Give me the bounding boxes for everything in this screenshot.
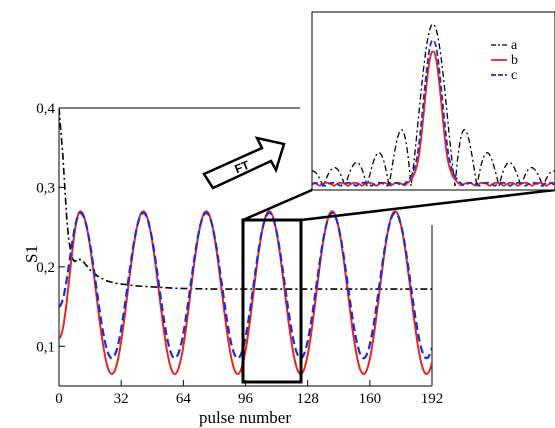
zoom-line-right: [300, 188, 555, 222]
x-tick-label: 64: [176, 391, 192, 407]
main-plot: 0 32 64 96 128 160 192 0,1 0,2 0,3 0,4 S1 pulse n…: [22, 101, 443, 427]
legend-label-c: c: [511, 68, 517, 83]
highlight-box: [241, 218, 303, 384]
inset-frame: [311, 11, 555, 191]
series-b-line: [59, 210, 432, 376]
legend-label-b: b: [511, 53, 518, 68]
x-tick-label: 160: [359, 391, 382, 407]
x-ticks: 0 32 64 96 128 160 192: [55, 380, 443, 407]
legend-label-a: a: [511, 38, 518, 53]
inset-plot: a b c: [311, 11, 555, 191]
x-tick-label: 0: [55, 391, 63, 407]
y-tick-label: 0,4: [36, 101, 55, 117]
x-tick-label: 192: [421, 391, 444, 407]
y-tick-label: 0,3: [36, 180, 55, 196]
y-tick-label: 0,1: [36, 339, 55, 355]
x-tick-label: 96: [238, 391, 254, 407]
y-axis-title: S1: [22, 245, 41, 263]
x-tick-label: 32: [114, 391, 129, 407]
ft-arrow-shape: [202, 136, 286, 190]
zoom-line-left: [242, 188, 313, 222]
inset-series-b-line: [312, 50, 555, 188]
ft-arrow-label: FT: [233, 158, 252, 177]
x-tick-label: 128: [296, 391, 319, 407]
y-tick-label: 0,2: [36, 260, 55, 276]
zoom-annotation: [241, 188, 555, 384]
ft-arrow: FT: [202, 136, 286, 190]
inset-series-a-line: [312, 23, 555, 189]
inset-legend: a b c: [491, 38, 518, 83]
x-axis-title: pulse number: [199, 408, 291, 427]
series-c-line: [59, 211, 432, 360]
y-ticks: 0,1 0,2 0,3 0,4: [36, 101, 65, 355]
